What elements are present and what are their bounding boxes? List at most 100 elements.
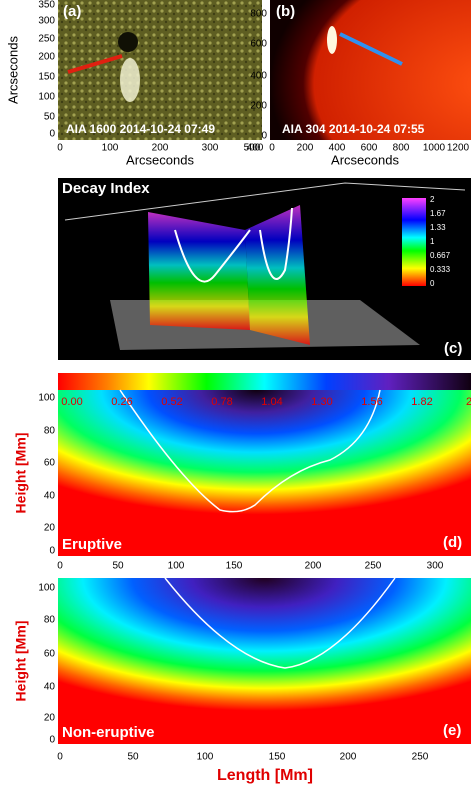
y-tick-label: 60 bbox=[44, 649, 56, 660]
y-tick-label: 100 bbox=[38, 393, 55, 404]
y-tick-label: 0 bbox=[261, 131, 267, 142]
caption: AIA 304 2014-10-24 07:55 bbox=[282, 122, 425, 136]
y-axis-label: Height [Mm] bbox=[13, 621, 29, 702]
panel-label: (b) bbox=[276, 3, 295, 20]
y-tick-label: 60 bbox=[44, 458, 56, 469]
x-tick-label: 0 bbox=[269, 143, 275, 154]
x-tick-label: 300 bbox=[202, 143, 219, 154]
x-tick-label: 0 bbox=[57, 752, 63, 763]
caption: Non-eruptive bbox=[62, 724, 155, 741]
y-tick-label: 300 bbox=[38, 16, 55, 27]
y-tick-label: 250 bbox=[38, 34, 55, 45]
x-tick-label: 150 bbox=[226, 561, 243, 572]
panel-label: (e) bbox=[443, 722, 461, 739]
box-edge bbox=[64, 182, 466, 221]
panel-label: (c) bbox=[444, 340, 462, 357]
y-tick-label: 80 bbox=[44, 426, 56, 437]
x-tick-label: 50 bbox=[112, 561, 124, 572]
arrow bbox=[339, 32, 403, 66]
panel-label: (a) bbox=[63, 3, 81, 20]
x-axis-label: Arcseconds bbox=[126, 152, 194, 167]
colorbar-label: 1.33 bbox=[430, 223, 446, 232]
x-tick-label: 100 bbox=[197, 752, 214, 763]
panel-label: (d) bbox=[443, 534, 462, 551]
colorbar-label: 1.67 bbox=[430, 209, 446, 218]
y-tick-label: 20 bbox=[44, 713, 56, 724]
y-tick-label: 350 bbox=[38, 0, 55, 11]
colorbar-label: 0.667 bbox=[430, 251, 451, 260]
image-b bbox=[270, 0, 471, 140]
heatmap-e bbox=[58, 578, 471, 744]
contour bbox=[174, 207, 293, 283]
contour bbox=[119, 389, 381, 513]
contour bbox=[164, 577, 396, 669]
x-tick-label: 250 bbox=[365, 561, 382, 572]
x-tick-label: 300 bbox=[427, 561, 444, 572]
y-tick-label: 400 bbox=[250, 71, 267, 82]
x-tick-label: 1200 bbox=[447, 143, 470, 154]
y-tick-label: 0 bbox=[49, 546, 55, 557]
colorbar-label: 1.30 bbox=[311, 396, 332, 408]
x-tick-label: 50 bbox=[127, 752, 139, 763]
y-tick-label: 150 bbox=[38, 72, 55, 83]
title: Decay Index bbox=[62, 180, 150, 197]
y-tick-label: 20 bbox=[44, 523, 56, 534]
colorbar bbox=[58, 373, 471, 390]
x-tick-label: 1000 bbox=[423, 143, 446, 154]
y-tick-label: 200 bbox=[38, 52, 55, 63]
caption: AIA 1600 2014-10-24 07:49 bbox=[66, 122, 215, 136]
y-axis-label: Height [Mm] bbox=[13, 433, 29, 514]
x-tick-label: 200 bbox=[297, 143, 314, 154]
heatmap-d bbox=[58, 390, 471, 556]
arrow bbox=[67, 54, 123, 74]
colorbar-label: 1 bbox=[430, 237, 435, 246]
colorbar-label: 1.56 bbox=[361, 396, 382, 408]
y-tick-label: 0 bbox=[49, 735, 55, 746]
colorbar-label: 0 bbox=[430, 279, 435, 288]
x-tick-label: 500 bbox=[244, 143, 261, 154]
y-tick-label: 80 bbox=[44, 615, 56, 626]
colorbar-label: 0.78 bbox=[211, 396, 232, 408]
y-tick-label: 800 bbox=[250, 9, 267, 20]
y-tick-label: 0 bbox=[49, 129, 55, 140]
x-tick-label: 200 bbox=[305, 561, 322, 572]
colorbar-label: 1.82 bbox=[411, 396, 432, 408]
flare bbox=[120, 58, 140, 102]
slice bbox=[245, 205, 310, 345]
colorbar-label: 0.333 bbox=[430, 265, 451, 274]
x-axis-label: Length [Mm] bbox=[217, 767, 313, 784]
x-tick-label: 400 bbox=[247, 143, 264, 154]
sunspot bbox=[118, 32, 138, 52]
colorbar-label: 0.00 bbox=[61, 396, 82, 408]
x-tick-label: 600 bbox=[361, 143, 378, 154]
caption: Eruptive bbox=[62, 536, 122, 553]
y-tick-label: 600 bbox=[250, 39, 267, 50]
x-tick-label: 0 bbox=[57, 143, 63, 154]
x-tick-label: 150 bbox=[269, 752, 286, 763]
y-tick-label: 50 bbox=[44, 112, 56, 123]
colorbar-label: 2 bbox=[430, 195, 435, 204]
x-axis-label: Arcseconds bbox=[331, 152, 399, 167]
colorbar-label: 1.04 bbox=[261, 396, 282, 408]
y-tick-label: 40 bbox=[44, 682, 56, 693]
image-a bbox=[58, 0, 262, 140]
y-tick-label: 40 bbox=[44, 491, 56, 502]
colorbar-label: 0.26 bbox=[111, 396, 132, 408]
y-tick-label: 100 bbox=[38, 92, 55, 103]
colorbar-label: 2.0 bbox=[466, 396, 471, 408]
y-tick-label: 200 bbox=[250, 101, 267, 112]
colorbar-c bbox=[402, 198, 426, 286]
x-tick-label: 0 bbox=[57, 561, 63, 572]
flare bbox=[327, 26, 337, 54]
y-tick-label: 100 bbox=[38, 583, 55, 594]
x-tick-label: 200 bbox=[152, 143, 169, 154]
slice bbox=[148, 212, 250, 330]
x-tick-label: 200 bbox=[340, 752, 357, 763]
x-tick-label: 100 bbox=[168, 561, 185, 572]
x-tick-label: 400 bbox=[329, 143, 346, 154]
x-tick-label: 100 bbox=[102, 143, 119, 154]
y-axis-label: Arcseconds bbox=[5, 36, 20, 104]
colorbar-label: 0.52 bbox=[161, 396, 182, 408]
x-tick-label: 800 bbox=[393, 143, 410, 154]
